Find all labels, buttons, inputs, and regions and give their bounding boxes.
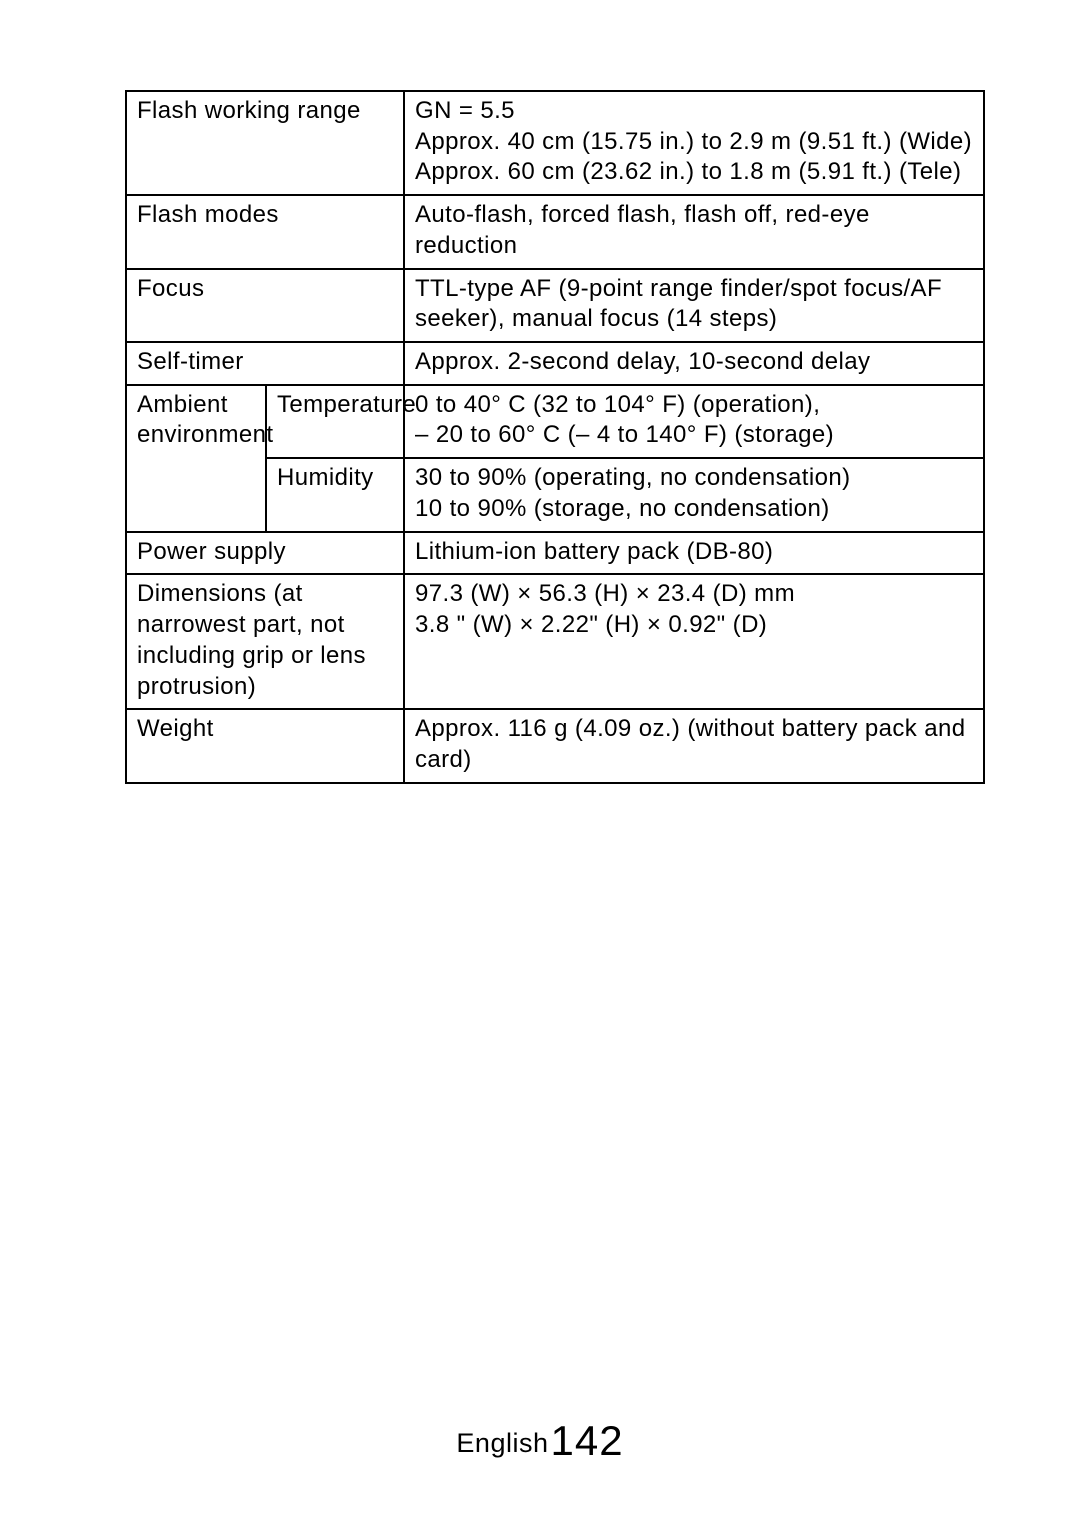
value-self-timer: Approx. 2-second delay, 10-second delay	[404, 342, 984, 385]
row-flash-working-range: Flash working range GN = 5.5 Approx. 40 …	[126, 91, 984, 195]
value-focus: TTL-type AF (9-point range finder/spot f…	[404, 269, 984, 342]
label-self-timer: Self-timer	[126, 342, 404, 385]
row-flash-modes: Flash modes Auto-flash, forced flash, fl…	[126, 195, 984, 268]
page: Flash working range GN = 5.5 Approx. 40 …	[0, 0, 1080, 1521]
label-humidity: Humidity	[266, 458, 404, 531]
value-weight: Approx. 116 g (4.09 oz.) (without batter…	[404, 709, 984, 782]
label-focus: Focus	[126, 269, 404, 342]
label-flash-modes: Flash modes	[126, 195, 404, 268]
fwr-line3: Approx. 60 cm (23.62 in.) to 1.8 m (5.91…	[415, 158, 961, 185]
temp-line2: – 20 to 60° C (– 4 to 140° F) (storage)	[415, 421, 834, 448]
value-humidity: 30 to 90% (operating, no condensation) 1…	[404, 458, 984, 531]
fwr-line2: Approx. 40 cm (15.75 in.) to 2.9 m (9.51…	[415, 128, 972, 155]
footer-page-number: 142	[550, 1417, 623, 1464]
specifications-table: Flash working range GN = 5.5 Approx. 40 …	[125, 90, 985, 784]
row-dimensions: Dimensions (at narrowest part, not inclu…	[126, 574, 984, 709]
hum-line1: 30 to 90% (operating, no condensation)	[415, 464, 851, 491]
value-dimensions: 97.3 (W) × 56.3 (H) × 23.4 (D) mm 3.8 " …	[404, 574, 984, 709]
label-weight: Weight	[126, 709, 404, 782]
value-flash-modes: Auto-flash, forced flash, flash off, red…	[404, 195, 984, 268]
hum-line2: 10 to 90% (storage, no condensation)	[415, 495, 830, 522]
value-power-supply: Lithium-ion battery pack (DB-80)	[404, 532, 984, 575]
row-power-supply: Power supply Lithium-ion battery pack (D…	[126, 532, 984, 575]
fwr-line1: GN = 5.5	[415, 97, 515, 124]
row-self-timer: Self-timer Approx. 2-second delay, 10-se…	[126, 342, 984, 385]
row-focus: Focus TTL-type AF (9-point range finder/…	[126, 269, 984, 342]
label-dimensions: Dimensions (at narrowest part, not inclu…	[126, 574, 404, 709]
label-power-supply: Power supply	[126, 532, 404, 575]
row-weight: Weight Approx. 116 g (4.09 oz.) (without…	[126, 709, 984, 782]
row-ambient-temperature: Ambient environment Temperature 0 to 40°…	[126, 385, 984, 458]
label-flash-working-range: Flash working range	[126, 91, 404, 195]
value-temperature: 0 to 40° C (32 to 104° F) (operation), –…	[404, 385, 984, 458]
dim-line1: 97.3 (W) × 56.3 (H) × 23.4 (D) mm	[415, 580, 795, 607]
temp-line1: 0 to 40° C (32 to 104° F) (operation),	[415, 391, 820, 418]
dim-line2: 3.8 " (W) × 2.22" (H) × 0.92" (D)	[415, 611, 767, 638]
footer-language: English	[456, 1428, 548, 1458]
label-ambient-environment: Ambient environment	[126, 385, 266, 532]
value-flash-working-range: GN = 5.5 Approx. 40 cm (15.75 in.) to 2.…	[404, 91, 984, 195]
label-temperature: Temperature	[266, 385, 404, 458]
page-footer: English142	[0, 1417, 1080, 1465]
